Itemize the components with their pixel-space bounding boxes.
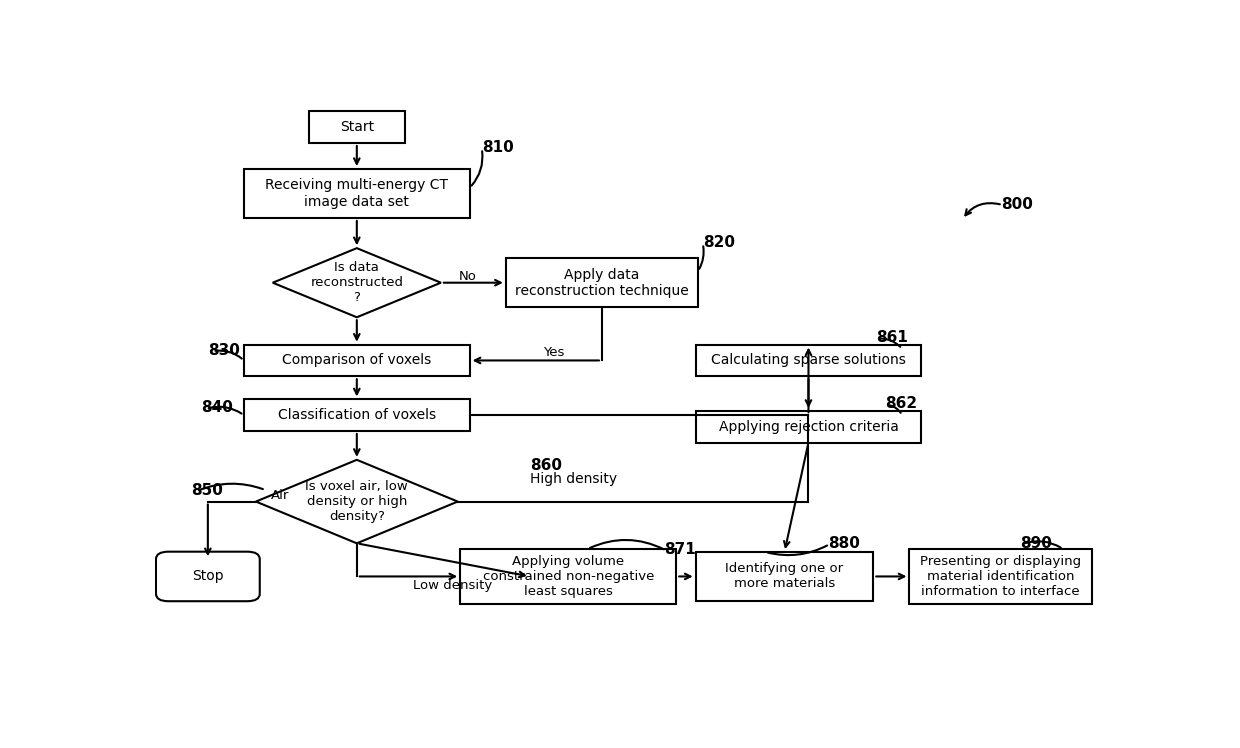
Text: 890: 890: [1019, 536, 1052, 551]
FancyBboxPatch shape: [506, 258, 698, 307]
Text: Applying rejection criteria: Applying rejection criteria: [718, 420, 899, 434]
FancyBboxPatch shape: [156, 552, 259, 601]
Text: Yes: Yes: [543, 346, 564, 360]
FancyBboxPatch shape: [460, 549, 676, 604]
Text: Calculating sparse solutions: Calculating sparse solutions: [711, 354, 906, 367]
Text: Air: Air: [270, 488, 289, 502]
FancyBboxPatch shape: [244, 169, 470, 218]
Text: 810: 810: [481, 140, 513, 155]
Text: Comparison of voxels: Comparison of voxels: [283, 354, 432, 367]
Text: Apply data
reconstruction technique: Apply data reconstruction technique: [515, 268, 688, 298]
Text: 860: 860: [529, 458, 562, 473]
Text: Receiving multi-energy CT
image data set: Receiving multi-energy CT image data set: [265, 178, 449, 209]
Text: Stop: Stop: [192, 569, 223, 583]
Text: Applying volume
constrained non-negative
least squares: Applying volume constrained non-negative…: [482, 555, 653, 598]
FancyBboxPatch shape: [309, 111, 404, 143]
Text: High density: High density: [529, 471, 618, 485]
Text: 850: 850: [191, 482, 223, 497]
Text: Identifying one or
more materials: Identifying one or more materials: [725, 562, 843, 590]
Text: 820: 820: [703, 235, 735, 250]
FancyBboxPatch shape: [696, 552, 873, 601]
Text: Is voxel air, low
density or high
density?: Is voxel air, low density or high densit…: [305, 480, 408, 523]
Text: 840: 840: [201, 400, 233, 415]
Polygon shape: [255, 460, 458, 543]
FancyBboxPatch shape: [696, 411, 921, 443]
Text: 862: 862: [885, 396, 918, 411]
FancyBboxPatch shape: [909, 549, 1092, 604]
Text: Low density: Low density: [413, 579, 492, 592]
Text: 871: 871: [665, 542, 696, 557]
Text: 880: 880: [828, 536, 859, 551]
Text: No: No: [459, 271, 476, 283]
Polygon shape: [273, 248, 441, 317]
FancyBboxPatch shape: [244, 345, 470, 376]
Text: 830: 830: [208, 343, 239, 358]
Text: 861: 861: [875, 330, 908, 345]
Text: Is data
reconstructed
?: Is data reconstructed ?: [310, 261, 403, 304]
FancyBboxPatch shape: [696, 345, 921, 376]
FancyBboxPatch shape: [244, 399, 470, 431]
Text: Classification of voxels: Classification of voxels: [278, 408, 436, 422]
Text: Start: Start: [340, 120, 374, 134]
Text: Presenting or displaying
material identification
information to interface: Presenting or displaying material identi…: [920, 555, 1081, 598]
Text: 800: 800: [1001, 197, 1033, 212]
